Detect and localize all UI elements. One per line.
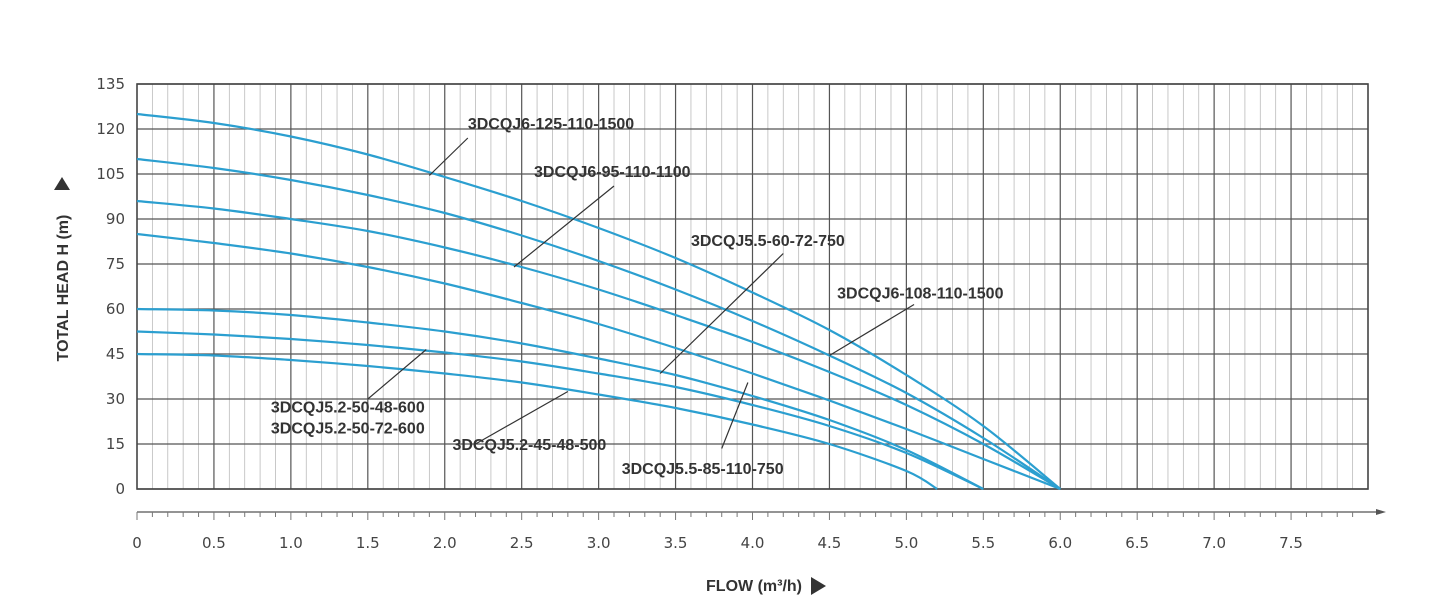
curve-label: 3DCQJ6-108-110-1500 <box>837 286 1003 303</box>
curve-label: 3DCQJ5.2-45-48-500 <box>452 437 606 454</box>
leader-line <box>475 390 569 445</box>
y-tick-label: 75 <box>106 255 125 273</box>
y-tick-label: 45 <box>106 345 125 363</box>
x-tick-label: 5.0 <box>894 534 918 552</box>
curve-3DCQJ6-108-110-1500 <box>136 199 1061 490</box>
y-axis-tick-labels: 0 15 30 45 60 75 90 105 120 135 <box>96 75 125 498</box>
leader-line <box>721 382 749 449</box>
curve-3DCQJ6-95-110-1100 <box>136 157 1061 490</box>
curve-label: 3DCQJ6-95-110-1100 <box>534 164 691 181</box>
leader-line <box>829 303 915 357</box>
leader-line <box>367 349 427 400</box>
curve-label: 3DCQJ5.5-85-110-750 <box>622 461 784 478</box>
x-axis <box>136 509 1386 520</box>
curve-label: 3DCQJ6-125-110-1500 <box>468 116 634 133</box>
x-tick-label: 7.5 <box>1279 534 1303 552</box>
x-tick-label: 1.0 <box>279 534 303 552</box>
x-tick-label: 2.0 <box>433 534 457 552</box>
x-tick-label: 5.5 <box>971 534 995 552</box>
x-tick-label: 2.5 <box>510 534 534 552</box>
y-axis-up-arrow-icon <box>54 177 70 190</box>
x-axis-tick-labels: 0 0.5 1.0 1.5 2.0 2.5 3.0 3.5 4.0 4.5 5.0 5.5 6.0 6.5… <box>132 534 1303 552</box>
curve-labels: 3DCQJ6-125-110-1500 3DCQJ6-95-110-1100 3DC… <box>271 116 1004 478</box>
curve-3DCQJ6-125-110-1500 <box>136 112 1061 490</box>
x-tick-label: 4.5 <box>818 534 842 552</box>
x-tick-label: 3.0 <box>587 534 611 552</box>
y-tick-label: 135 <box>96 75 125 93</box>
x-axis-title: FLOW (m³/h) <box>706 578 802 595</box>
x-tick-label: 7.0 <box>1202 534 1226 552</box>
label-leader-lines <box>367 137 915 449</box>
curve-3DCQJ5.2-50-72-600 <box>136 307 984 490</box>
y-tick-label: 120 <box>96 120 125 138</box>
leader-line <box>513 185 615 268</box>
leader-line <box>428 137 469 176</box>
y-tick-label: 60 <box>106 300 125 318</box>
x-tick-label: 4.0 <box>741 534 765 552</box>
y-tick-label: 0 <box>115 480 125 498</box>
x-tick-label: 0.5 <box>202 534 226 552</box>
curve-label: 3DCQJ5.2-50-48-600 <box>271 400 425 417</box>
x-axis-arrowhead-icon <box>1376 509 1386 515</box>
y-tick-label: 90 <box>106 210 125 228</box>
y-tick-label: 30 <box>106 390 125 408</box>
y-tick-label: 15 <box>106 435 125 453</box>
performance-curves <box>136 112 1061 491</box>
plot-frame <box>136 83 1369 490</box>
x-tick-label: 6.0 <box>1048 534 1072 552</box>
curve-3DCQJ5.5-60-72-750 <box>136 232 1061 491</box>
curve-3DCQJ5.2-50-48-600 <box>136 330 984 490</box>
x-tick-label: 1.5 <box>356 534 380 552</box>
leader-line <box>659 253 784 374</box>
x-tick-label: 0 <box>132 534 142 552</box>
curve-label: 3DCQJ5.5-60-72-750 <box>691 233 845 250</box>
curve-label: 3DCQJ5.2-50-72-600 <box>271 421 425 438</box>
x-tick-label: 3.5 <box>664 534 688 552</box>
x-axis-right-arrow-icon <box>811 577 826 595</box>
y-axis-title: TOTAL HEAD H (m) <box>55 215 72 362</box>
y-tick-label: 105 <box>96 165 125 183</box>
x-tick-label: 6.5 <box>1125 534 1149 552</box>
curve-3DCQJ5.2-45-48-500 <box>136 352 938 490</box>
